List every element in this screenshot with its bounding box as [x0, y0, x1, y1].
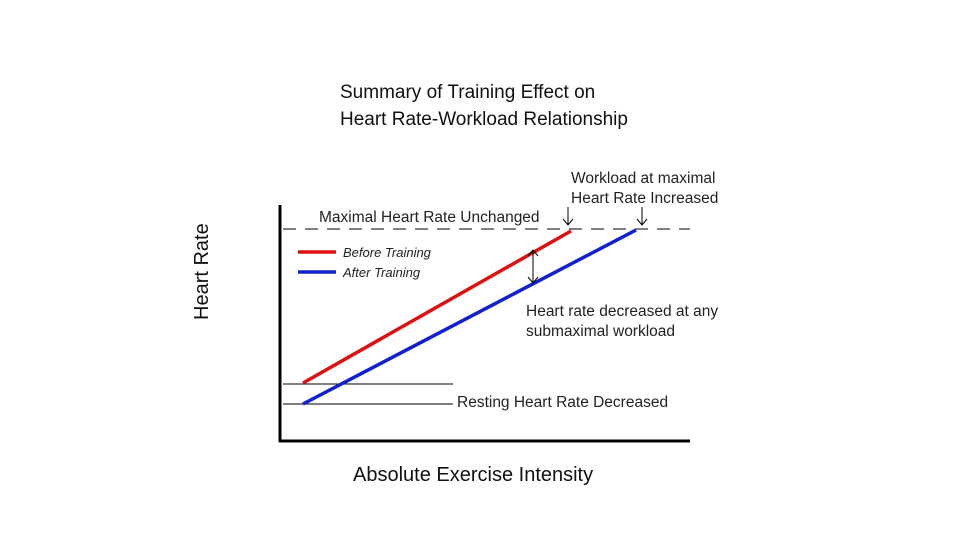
workload-max-hr-label-2: Heart Rate Increased [571, 190, 718, 207]
legend-after-label: After Training [342, 265, 421, 280]
y-axis-title: Heart Rate [191, 223, 213, 320]
legend-before-label: Before Training [343, 245, 432, 260]
title-line-2: Heart Rate-Workload Relationship [340, 109, 628, 130]
submax-decrease-label-2: submaximal workload [526, 323, 675, 340]
workload-max-hr-label-1: Workload at maximal [571, 170, 715, 187]
submax-decrease-label-1: Heart rate decreased at any [526, 303, 718, 320]
arrow-workload-after [636, 207, 648, 226]
arrow-workload-before [562, 207, 574, 226]
arrow-submax-difference [527, 249, 539, 284]
max-hr-unchanged-label: Maximal Heart Rate Unchanged [319, 209, 540, 226]
after-training-line [302, 228, 637, 406]
title-line-1: Summary of Training Effect on [340, 82, 595, 103]
x-axis-title: Absolute Exercise Intensity [353, 464, 593, 486]
before-training-line [302, 229, 572, 385]
resting-hr-decreased-label: Resting Heart Rate Decreased [457, 394, 668, 411]
